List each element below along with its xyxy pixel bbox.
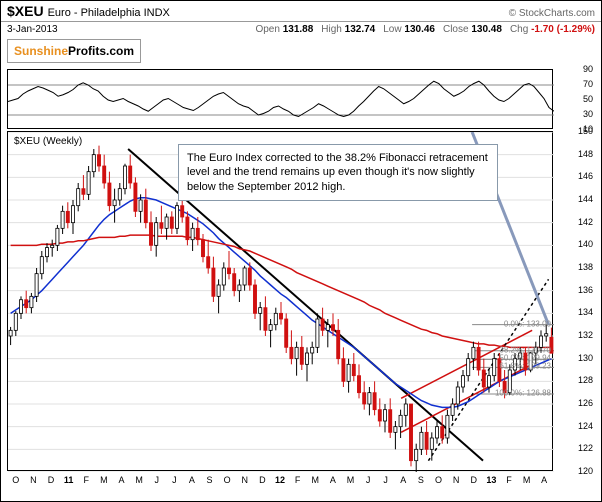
- open-label: Open: [255, 24, 279, 35]
- symbol: $XEU: [7, 3, 44, 19]
- low-value: 130.46: [404, 24, 435, 35]
- logo: SunshineProfits.com: [7, 39, 141, 63]
- x-axis: OND11FMAMJJASOND12FMAMJJASOND13FMA: [7, 473, 553, 487]
- main-yaxis: 1201221241261281301321341361381401421441…: [555, 131, 595, 471]
- attribution: © StockCharts.com: [509, 8, 595, 19]
- chart-area: 1030507090 $XEU (Weekly) The Euro Index …: [7, 69, 595, 489]
- chart-header: $XEU Euro - Philadelphia INDX © StockCha…: [1, 1, 601, 22]
- indicator-yaxis: 1030507090: [555, 69, 595, 129]
- subtitle: Euro - Philadelphia INDX: [48, 7, 170, 19]
- logo-part1: Sunshine: [14, 44, 68, 58]
- high-value: 132.74: [345, 24, 376, 35]
- info-bar: 3-Jan-2013 Open 131.88 High 132.74 Low 1…: [1, 22, 601, 37]
- low-label: Low: [383, 24, 401, 35]
- chg-label: Chg: [510, 24, 528, 35]
- annotation: The Euro Index corrected to the 38.2% Fi…: [178, 144, 498, 201]
- open-value: 131.88: [283, 24, 314, 35]
- close-value: 130.48: [471, 24, 502, 35]
- close-label: Close: [443, 24, 469, 35]
- high-label: High: [321, 24, 342, 35]
- panel-label: $XEU (Weekly): [14, 136, 82, 147]
- main-panel: $XEU (Weekly) The Euro Index corrected t…: [7, 131, 553, 471]
- logo-part2: Profits.com: [68, 44, 134, 58]
- chg-value: -1.70 (-1.29%): [531, 24, 595, 35]
- date: 3-Jan-2013: [7, 24, 58, 35]
- indicator-panel: [7, 69, 553, 129]
